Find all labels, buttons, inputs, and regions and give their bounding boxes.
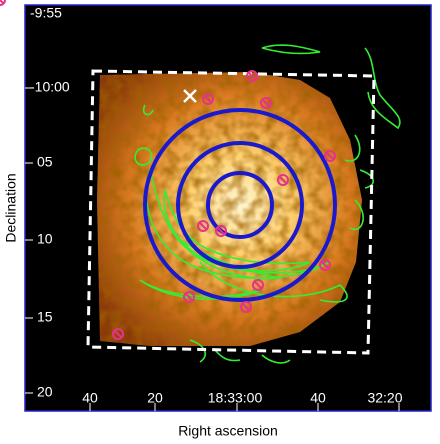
y-tick-label: 10 <box>37 231 53 247</box>
y-axis-label: Declination <box>3 173 19 242</box>
y-tick-label: -10:00 <box>30 79 70 95</box>
cross-marker <box>183 89 197 103</box>
region-circles <box>143 108 337 302</box>
x-tick-label: 20 <box>147 390 163 406</box>
y-tick-label: 15 <box>37 309 53 325</box>
y-tick-label: 05 <box>37 154 53 170</box>
y-tick-label: -9:55 <box>30 5 62 21</box>
x-tick-label: 40 <box>82 390 98 406</box>
x-axis-label: Right ascension <box>178 423 278 439</box>
x-tick-label: 40 <box>310 390 326 406</box>
x-tick-label: 18:33:00 <box>208 390 263 406</box>
point-sources <box>0 0 336 340</box>
y-tick-label: 20 <box>37 384 53 400</box>
field-of-view <box>86 69 376 355</box>
x-tick-label: 32:20 <box>367 390 402 406</box>
tick-marks <box>25 87 400 411</box>
